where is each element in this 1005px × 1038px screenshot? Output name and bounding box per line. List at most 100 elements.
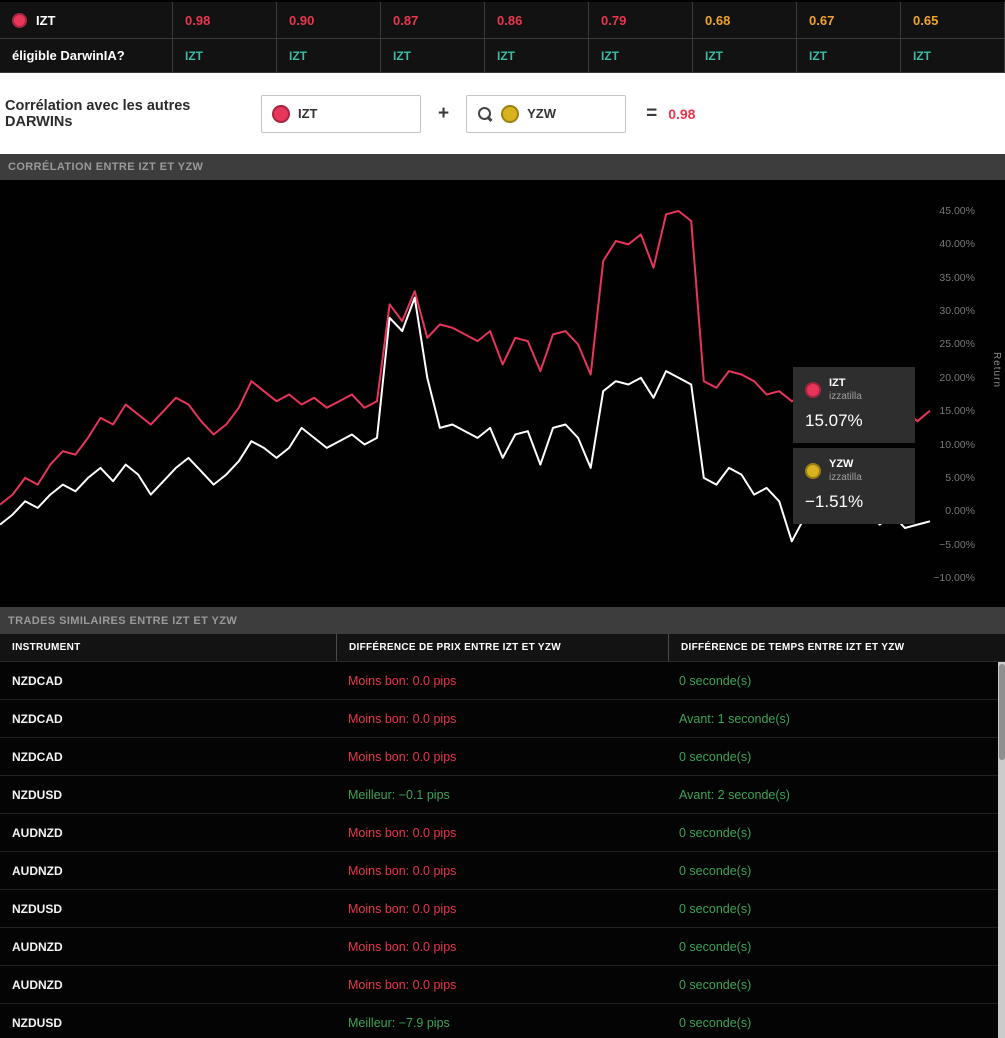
instrument-cell: NZDUSD — [0, 788, 336, 802]
table-row[interactable]: NZDCADMoins bon: 0.0 pips0 seconde(s) — [0, 662, 1005, 700]
instrument-cell: NZDCAD — [0, 750, 336, 764]
correlation-value-cell: 0.79 — [589, 2, 693, 38]
izt-dot-icon — [12, 13, 27, 28]
y-axis-tick: 35.00% — [939, 272, 975, 284]
left-darwin-selector[interactable]: IZT — [261, 95, 421, 133]
table-row[interactable]: NZDUSDMoins bon: 0.0 pips0 seconde(s) — [0, 890, 1005, 928]
yzw-swatch-icon — [805, 463, 821, 479]
y-axis-tick: 25.00% — [939, 338, 975, 350]
correlation-table: IZT 0.980.900.870.860.790.680.670.65 éli… — [0, 0, 1005, 73]
correlation-value-cell: 0.90 — [277, 2, 381, 38]
vertical-scrollbar-track — [998, 662, 1005, 1038]
tooltip-value: 15.07% — [805, 411, 903, 431]
y-axis-tick: 30.00% — [939, 305, 975, 317]
table-row[interactable]: AUDNZDMoins bon: 0.0 pips0 seconde(s) — [0, 966, 1005, 1004]
chart-tooltip: IZT izzatilla 15.07% YZW izzatilla −1.51… — [793, 367, 915, 529]
time-diff-cell: Avant: 1 seconde(s) — [667, 712, 1005, 726]
time-diff-cell: 0 seconde(s) — [667, 826, 1005, 840]
y-axis-tick: 45.00% — [939, 205, 975, 217]
correlation-chart: 45.00%40.00%35.00%30.00%25.00%20.00%15.0… — [0, 180, 1005, 607]
eligible-value-cell: IZT — [173, 39, 277, 72]
time-diff-cell: 0 seconde(s) — [667, 978, 1005, 992]
right-selector-ticker: YZW — [527, 106, 556, 121]
instrument-cell: NZDCAD — [0, 674, 336, 688]
equals-operator: = — [646, 103, 657, 125]
eligible-row-header: éligible DarwinIA? — [0, 39, 173, 72]
tooltip-ticker: IZT — [829, 377, 862, 389]
vertical-scrollbar-thumb[interactable] — [999, 664, 1005, 760]
time-diff-cell: 0 seconde(s) — [667, 750, 1005, 764]
correlation-value-cell: 0.98 — [173, 2, 277, 38]
table-row[interactable]: NZDCADMoins bon: 0.0 pipsAvant: 1 second… — [0, 700, 1005, 738]
y-axis-title: Return — [991, 352, 1002, 388]
y-axis-tick: −10.00% — [933, 572, 975, 584]
eligible-label: éligible DarwinIA? — [12, 48, 125, 63]
instrument-cell: AUDNZD — [0, 864, 336, 878]
instrument-cell: AUDNZD — [0, 940, 336, 954]
y-axis-tick: 10.00% — [939, 439, 975, 451]
yzw-dot-icon — [501, 105, 519, 123]
table-row[interactable]: NZDUSDMeilleur: −0.1 pipsAvant: 2 second… — [0, 776, 1005, 814]
eligible-value-cell: IZT — [485, 39, 589, 72]
correlation-value-cell: 0.68 — [693, 2, 797, 38]
correlation-result-value: 0.98 — [668, 106, 695, 122]
tooltip-owner: izzatilla — [829, 391, 862, 402]
price-diff-cell: Meilleur: −7.9 pips — [336, 1016, 667, 1030]
correlation-value-cell: 0.87 — [381, 2, 485, 38]
tooltip-item-yzw: YZW izzatilla −1.51% — [793, 448, 915, 524]
eligible-value-cell: IZT — [693, 39, 797, 72]
price-diff-cell: Moins bon: 0.0 pips — [336, 826, 667, 840]
y-axis-tick: −5.00% — [939, 539, 975, 551]
eligible-row: éligible DarwinIA? IZTIZTIZTIZTIZTIZTIZT… — [0, 39, 1005, 73]
time-diff-cell: 0 seconde(s) — [667, 902, 1005, 916]
chart-section-header: CORRÉLATION ENTRE IZT ET YZW — [0, 154, 1005, 180]
column-header-time-diff[interactable]: DIFFÉRENCE DE TEMPS ENTRE IZT ET YZW — [669, 634, 1005, 661]
plus-operator: + — [438, 103, 449, 125]
table-row[interactable]: AUDNZDMoins bon: 0.0 pips0 seconde(s) — [0, 928, 1005, 966]
instrument-cell: AUDNZD — [0, 826, 336, 840]
table-row[interactable]: NZDCADMoins bon: 0.0 pips0 seconde(s) — [0, 738, 1005, 776]
y-axis-tick: 15.00% — [939, 405, 975, 417]
trades-section-header: TRADES SIMILAIRES ENTRE IZT ET YZW — [0, 607, 1005, 634]
izt-swatch-icon — [805, 382, 821, 398]
trades-columns-header: INSTRUMENT DIFFÉRENCE DE PRIX ENTRE IZT … — [0, 634, 1005, 662]
correlation-selector-bar: Corrélation avec les autres DARWINs IZT … — [0, 73, 1005, 154]
tooltip-owner: izzatilla — [829, 472, 862, 483]
correlation-values-row: IZT 0.980.900.870.860.790.680.670.65 — [0, 2, 1005, 39]
y-axis-tick: 5.00% — [945, 472, 975, 484]
eligible-value-cell: IZT — [277, 39, 381, 72]
price-diff-cell: Moins bon: 0.0 pips — [336, 750, 667, 764]
instrument-cell: AUDNZD — [0, 978, 336, 992]
correlation-value-cell: 0.65 — [901, 2, 1005, 38]
time-diff-cell: 0 seconde(s) — [667, 940, 1005, 954]
tooltip-value: −1.51% — [805, 492, 903, 512]
table-row[interactable]: AUDNZDMoins bon: 0.0 pips0 seconde(s) — [0, 814, 1005, 852]
instrument-cell: NZDUSD — [0, 1016, 336, 1030]
table-row[interactable]: NZDUSDMeilleur: −7.9 pips0 seconde(s) — [0, 1004, 1005, 1038]
left-selector-ticker: IZT — [298, 106, 318, 121]
column-header-price-diff[interactable]: DIFFÉRENCE DE PRIX ENTRE IZT ET YZW — [337, 634, 668, 661]
column-header-instrument[interactable]: INSTRUMENT — [0, 634, 336, 661]
y-axis-tick: 40.00% — [939, 238, 975, 250]
series-izt-line — [0, 211, 930, 505]
tooltip-item-izt: IZT izzatilla 15.07% — [793, 367, 915, 443]
correlation-value-cell: 0.86 — [485, 2, 589, 38]
eligible-value-cell: IZT — [901, 39, 1005, 72]
time-diff-cell: 0 seconde(s) — [667, 864, 1005, 878]
instrument-cell: NZDCAD — [0, 712, 336, 726]
correlation-bar-label: Corrélation avec les autres DARWINs — [5, 98, 261, 130]
izt-dot-icon — [272, 105, 290, 123]
search-icon — [477, 106, 493, 122]
table-row[interactable]: AUDNZDMoins bon: 0.0 pips0 seconde(s) — [0, 852, 1005, 890]
eligible-value-cell: IZT — [381, 39, 485, 72]
trades-rows: NZDCADMoins bon: 0.0 pips0 seconde(s)NZD… — [0, 662, 1005, 1038]
price-diff-cell: Moins bon: 0.0 pips — [336, 940, 667, 954]
price-diff-cell: Moins bon: 0.0 pips — [336, 978, 667, 992]
time-diff-cell: 0 seconde(s) — [667, 674, 1005, 688]
correlation-value-cell: 0.67 — [797, 2, 901, 38]
price-diff-cell: Moins bon: 0.0 pips — [336, 712, 667, 726]
right-darwin-search-selector[interactable]: YZW — [466, 95, 626, 133]
tooltip-ticker: YZW — [829, 458, 862, 470]
eligible-value-cell: IZT — [589, 39, 693, 72]
eligible-value-cell: IZT — [797, 39, 901, 72]
